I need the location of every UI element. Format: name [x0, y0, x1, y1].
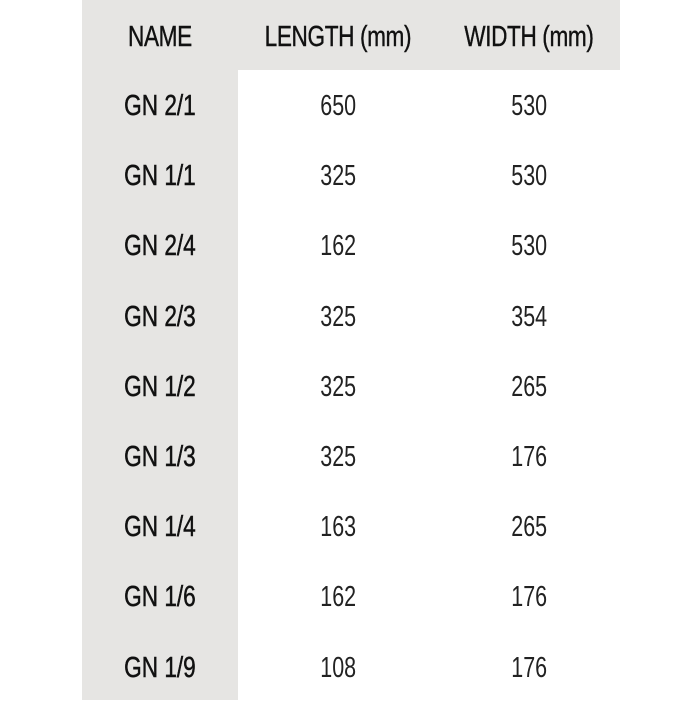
width-cell: 176 [511, 441, 547, 473]
name-cell: GN 2/1 [124, 90, 196, 123]
length-cell: 162 [320, 230, 356, 263]
name-column-background [82, 0, 238, 700]
table-row: GN 1/2 325 265 [82, 352, 620, 422]
length-cell: 108 [320, 651, 356, 684]
length-cell: 650 [320, 90, 356, 122]
width-cell: 265 [511, 511, 547, 544]
length-cell: 325 [320, 370, 356, 403]
width-cell: 530 [511, 230, 547, 263]
table-header-row: NAME LENGTH (mm) WIDTH (mm) [82, 2, 620, 72]
width-cell: 530 [511, 160, 547, 193]
name-cell: GN 2/3 [124, 300, 196, 333]
length-cell: 325 [320, 300, 356, 333]
width-cell: 530 [511, 90, 547, 122]
width-cell: 265 [511, 370, 547, 403]
name-cell: GN 2/4 [124, 230, 196, 263]
name-cell: GN 1/9 [124, 651, 196, 684]
table-row: GN 1/4 163 265 [82, 492, 620, 562]
length-cell: 163 [320, 511, 356, 544]
table-row: GN 1/1 325 530 [82, 141, 620, 211]
name-cell: GN 1/3 [124, 441, 196, 474]
name-cell: GN 1/4 [124, 511, 196, 544]
header-length: LENGTH (mm) [264, 21, 412, 53]
header-width: WIDTH (mm) [464, 21, 594, 53]
length-cell: 162 [320, 581, 356, 614]
width-cell: 354 [511, 300, 547, 333]
width-cell: 176 [511, 581, 547, 614]
name-cell: GN 1/1 [124, 160, 196, 193]
table-row: GN 1/3 325 176 [82, 422, 620, 492]
table-row: GN 2/4 162 530 [82, 211, 620, 281]
table-row: GN 2/3 325 354 [82, 282, 620, 352]
length-cell: 325 [320, 160, 356, 193]
width-cell: 176 [511, 651, 547, 684]
name-cell: GN 1/2 [124, 370, 196, 404]
header-name: NAME [128, 21, 193, 53]
table-row: GN 1/6 162 176 [82, 562, 620, 632]
table-row: GN 1/9 108 176 [82, 633, 620, 703]
length-cell: 325 [320, 441, 356, 473]
table-row: GN 2/1 650 530 [82, 71, 620, 141]
name-cell: GN 1/6 [124, 581, 196, 614]
